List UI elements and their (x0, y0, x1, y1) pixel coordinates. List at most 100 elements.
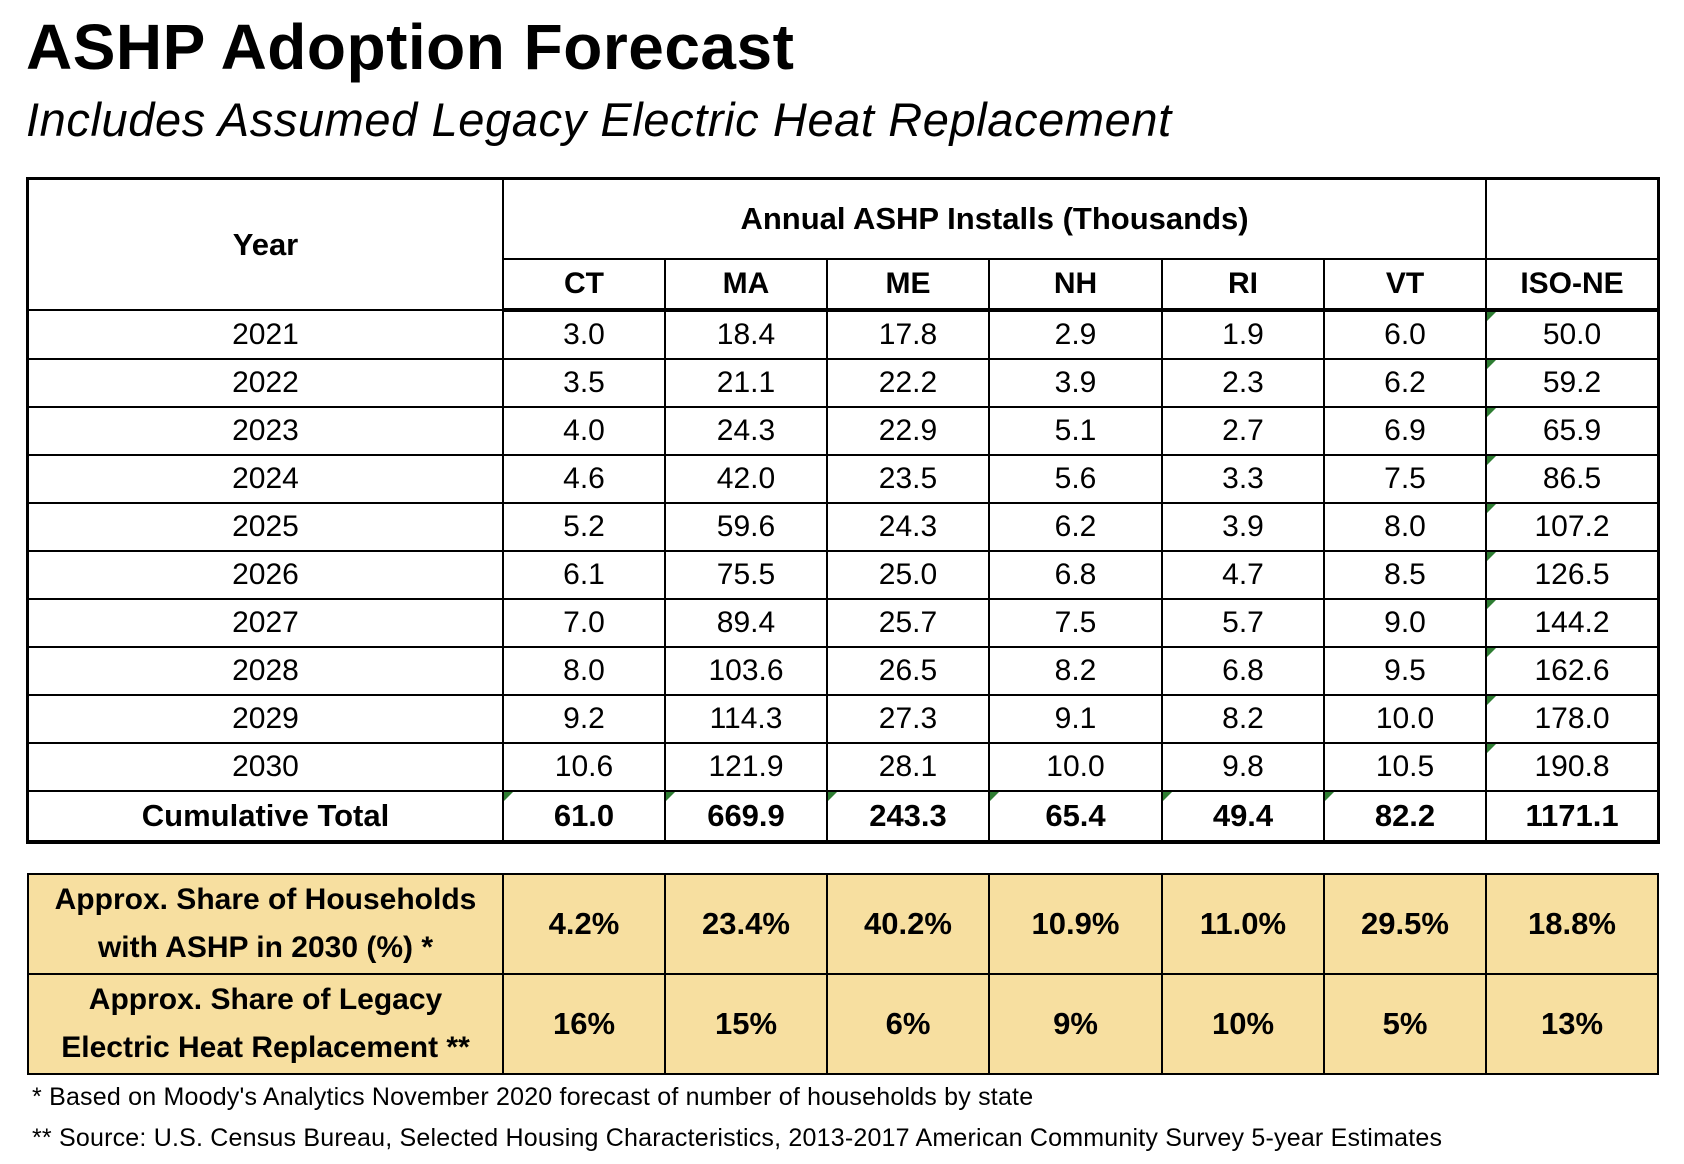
share-value-cell: 29.5% (1323, 873, 1487, 975)
value-cell: 10.6 (502, 742, 666, 792)
value-cell: 22.9 (826, 406, 990, 456)
value-cell: 6.8 (1161, 646, 1325, 696)
table-row: 2027 7.0 89.4 25.7 7.5 5.7 9.0 144.2 (27, 598, 1660, 648)
value-cell: 75.5 (664, 550, 828, 600)
share-value-cell: 4.2% (502, 873, 666, 975)
table-row: 2026 6.1 75.5 25.0 6.8 4.7 8.5 126.5 (27, 550, 1660, 600)
value-cell: 9.8 (1161, 742, 1325, 792)
share-value-cell: 16% (502, 973, 666, 1075)
share-value-cell: 18.8% (1485, 873, 1659, 975)
value-cell: 9.5 (1322, 646, 1488, 696)
column-header-iso-ne: ISO-NE (1485, 258, 1660, 312)
value-cell: 8.2 (988, 646, 1163, 696)
value-cell: 6.8 (988, 550, 1163, 600)
value-cell: 42.0 (664, 454, 828, 504)
share-row-label: Approx. Share of Legacy Electric Heat Rep… (27, 973, 504, 1075)
value-cell: 7.5 (988, 598, 1163, 648)
table-row: 2030 10.6 121.9 28.1 10.0 9.8 10.5 190.8 (27, 742, 1660, 792)
table-row: 2023 4.0 24.3 22.9 5.1 2.7 6.9 65.9 (27, 406, 1660, 456)
total-cell: 1171.1 (1485, 790, 1660, 843)
share-value-cell: 23.4% (664, 873, 828, 975)
value-cell: 9.0 (1322, 598, 1488, 648)
value-cell: 10.5 (1322, 742, 1488, 792)
total-cell: 65.4 (988, 790, 1163, 843)
total-cell: 82.2 (1322, 790, 1488, 843)
total-cell: 61.0 (502, 790, 666, 843)
share-value-cell: 5% (1323, 973, 1487, 1075)
share-value-cell: 9% (988, 973, 1163, 1075)
value-cell: 10.0 (1322, 694, 1488, 744)
share-row: Approx. Share of Legacy Electric Heat Rep… (27, 973, 1659, 1075)
value-cell: 3.9 (1161, 502, 1325, 552)
value-cell: 2.3 (1161, 358, 1325, 408)
share-value-cell: 13% (1485, 973, 1659, 1075)
value-cell: 8.0 (1322, 502, 1488, 552)
value-cell: 2.9 (988, 309, 1163, 360)
installs-table: Year Annual ASHP Installs (Thousands) CT… (25, 177, 1661, 844)
value-cell: 6.2 (988, 502, 1163, 552)
value-cell: 25.7 (826, 598, 990, 648)
share-label-line: with ASHP in 2030 (%) * (97, 931, 434, 964)
share-label-line: Electric Heat Replacement ** (61, 1031, 470, 1064)
value-cell: 114.3 (664, 694, 828, 744)
value-cell: 144.2 (1485, 598, 1660, 648)
column-header-ct: CT (502, 258, 666, 312)
value-cell: 7.0 (502, 598, 666, 648)
year-header: Year (27, 178, 504, 311)
value-cell: 23.5 (826, 454, 990, 504)
value-cell: 5.7 (1161, 598, 1325, 648)
year-cell: 2025 (27, 502, 504, 552)
value-cell: 6.1 (502, 550, 666, 600)
column-header-vt: VT (1322, 258, 1488, 312)
footnote-source: ** Source: U.S. Census Bureau, Selected … (32, 1124, 1443, 1152)
share-table: Approx. Share of Households with ASHP in … (27, 873, 1659, 1075)
table-row: 2028 8.0 103.6 26.5 8.2 6.8 9.5 162.6 (27, 646, 1660, 696)
value-cell: 26.5 (826, 646, 990, 696)
year-cell: 2030 (27, 742, 504, 792)
share-value-cell: 11.0% (1161, 873, 1325, 975)
value-cell: 21.1 (664, 358, 828, 408)
value-cell: 22.2 (826, 358, 990, 408)
value-cell: 18.4 (664, 309, 828, 360)
value-cell: 3.9 (988, 358, 1163, 408)
total-cell: 243.3 (826, 790, 990, 843)
share-value-cell: 40.2% (826, 873, 990, 975)
footnote-households: * Based on Moody's Analytics November 20… (32, 1083, 1034, 1111)
year-cell: 2028 (27, 646, 504, 696)
value-cell: 59.6 (664, 502, 828, 552)
year-cell: 2023 (27, 406, 504, 456)
table-row: 2024 4.6 42.0 23.5 5.6 3.3 7.5 86.5 (27, 454, 1660, 504)
value-cell: 3.3 (1161, 454, 1325, 504)
value-cell: 2.7 (1161, 406, 1325, 456)
column-header-nh: NH (988, 258, 1163, 312)
value-cell: 1.9 (1161, 309, 1325, 360)
year-cell: 2026 (27, 550, 504, 600)
share-label-line: Approx. Share of Legacy (88, 983, 443, 1016)
value-cell: 162.6 (1485, 646, 1660, 696)
value-cell: 8.2 (1161, 694, 1325, 744)
share-row-label: Approx. Share of Households with ASHP in … (27, 873, 504, 975)
value-cell: 178.0 (1485, 694, 1660, 744)
value-cell: 5.1 (988, 406, 1163, 456)
value-cell: 24.3 (826, 502, 990, 552)
value-cell: 7.5 (1322, 454, 1488, 504)
value-cell: 3.5 (502, 358, 666, 408)
share-label-line: Approx. Share of Households (54, 883, 477, 916)
value-cell: 5.2 (502, 502, 666, 552)
value-cell: 6.9 (1322, 406, 1488, 456)
value-cell: 86.5 (1485, 454, 1660, 504)
value-cell: 8.0 (502, 646, 666, 696)
page-subtitle: Includes Assumed Legacy Electric Heat Re… (26, 93, 1172, 146)
total-cell: 669.9 (664, 790, 828, 843)
total-label: Cumulative Total (27, 790, 504, 843)
value-cell: 27.3 (826, 694, 990, 744)
table-row: 2022 3.5 21.1 22.2 3.9 2.3 6.2 59.2 (27, 358, 1660, 408)
share-row: Approx. Share of Households with ASHP in … (27, 873, 1659, 975)
share-value-cell: 10% (1161, 973, 1325, 1075)
value-cell: 121.9 (664, 742, 828, 792)
value-cell: 8.5 (1322, 550, 1488, 600)
value-cell: 6.0 (1322, 309, 1488, 360)
column-header-ma: MA (664, 258, 828, 312)
value-cell: 4.6 (502, 454, 666, 504)
share-value-cell: 10.9% (988, 873, 1163, 975)
